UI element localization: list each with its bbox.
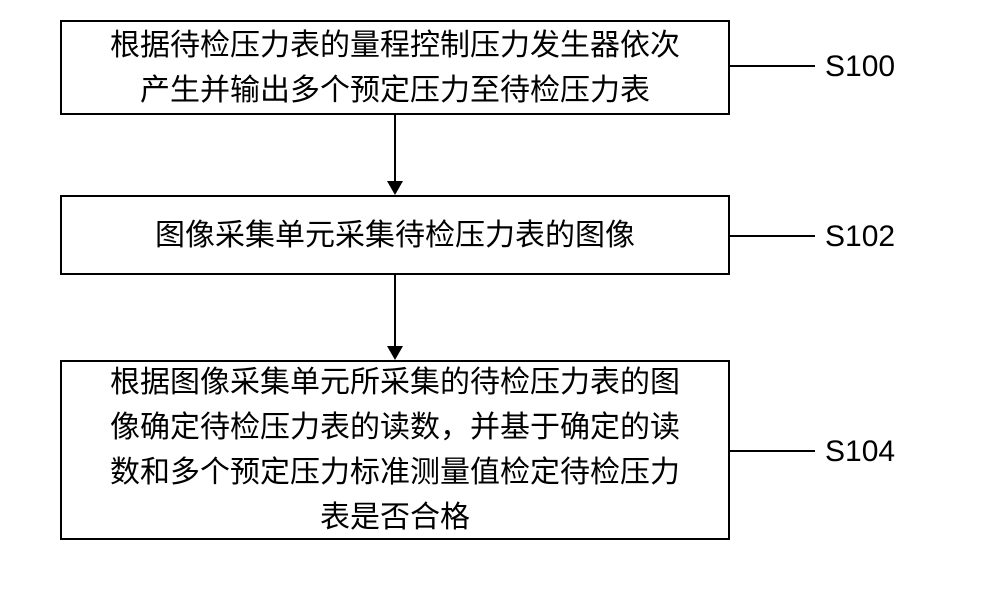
- label-connector-3: [730, 450, 815, 452]
- step-label-3: S104: [825, 435, 895, 469]
- step-text-3: 根据图像采集单元所采集的待检压力表的图 像确定待检压力表的读数，并基于确定的读 …: [110, 360, 680, 540]
- step-label-2: S102: [825, 220, 895, 254]
- arrow-line-1: [394, 115, 396, 181]
- arrow-line-2: [394, 275, 396, 346]
- label-connector-1: [730, 65, 815, 67]
- step-box-2: 图像采集单元采集待检压力表的图像: [60, 195, 730, 275]
- step-text-1: 根据待检压力表的量程控制压力发生器依次 产生并输出多个预定压力至待检压力表: [110, 23, 680, 113]
- arrow-head-1: [387, 181, 403, 195]
- arrow-head-2: [387, 346, 403, 360]
- step-box-3: 根据图像采集单元所采集的待检压力表的图 像确定待检压力表的读数，并基于确定的读 …: [60, 360, 730, 540]
- step-label-1: S100: [825, 50, 895, 84]
- step-text-2: 图像采集单元采集待检压力表的图像: [155, 213, 635, 258]
- step-box-1: 根据待检压力表的量程控制压力发生器依次 产生并输出多个预定压力至待检压力表: [60, 20, 730, 115]
- label-connector-2: [730, 235, 815, 237]
